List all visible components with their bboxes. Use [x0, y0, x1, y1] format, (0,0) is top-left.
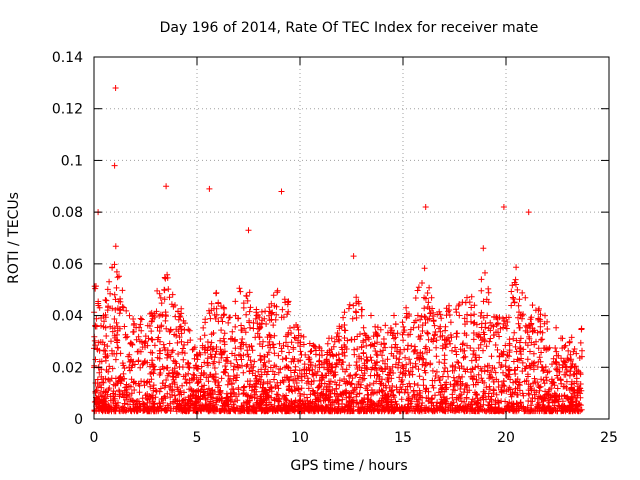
x-tick-label: 25 [600, 430, 618, 446]
point-markers [91, 85, 585, 415]
x-tick-label: 0 [90, 430, 99, 446]
chart-title: Day 196 of 2014, Rate Of TEC Index for r… [160, 20, 539, 36]
y-tick-label: 0.14 [52, 50, 83, 66]
plot-frame [93, 56, 610, 420]
x-tick-label: 10 [291, 430, 309, 446]
x-tick-label: 15 [394, 430, 412, 446]
y-tick-label: 0.08 [52, 205, 83, 221]
y-tick-label: 0.02 [52, 360, 83, 376]
y-tick-label: 0.1 [61, 153, 83, 169]
y-tick-label: 0 [74, 412, 83, 428]
y-tick-label: 0.04 [52, 309, 83, 325]
y-tick-label: 0.06 [52, 257, 83, 273]
x-tick-label: 20 [497, 430, 515, 446]
y-tick-label: 0.12 [52, 102, 83, 118]
x-tick-label: 5 [193, 430, 202, 446]
grid-lines [94, 57, 609, 419]
data-points [91, 85, 585, 415]
x-axis-label: GPS time / hours [290, 458, 407, 474]
y-axis-label: ROTI / TECUs [6, 192, 22, 284]
axis-ticks: 0 0.02 0.04 0.06 0.08 0.1 0.12 0.14 0 5 10 15 20 25 [52, 50, 618, 446]
